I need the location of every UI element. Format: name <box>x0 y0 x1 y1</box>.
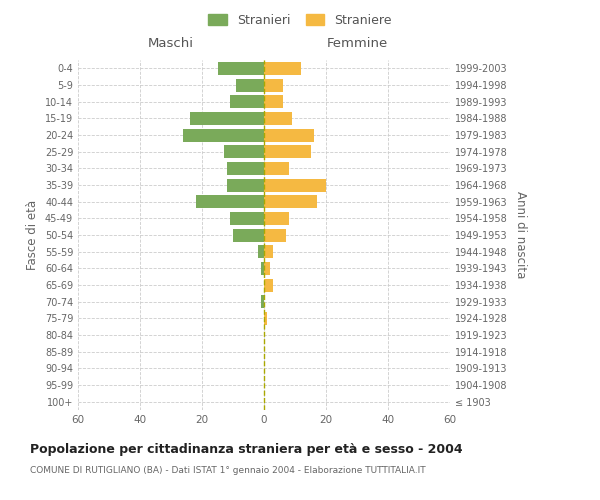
Bar <box>264 178 326 192</box>
Bar <box>264 128 314 141</box>
Bar <box>230 212 264 225</box>
Y-axis label: Fasce di età: Fasce di età <box>26 200 39 270</box>
Y-axis label: Anni di nascita: Anni di nascita <box>514 192 527 278</box>
Text: Maschi: Maschi <box>148 36 194 50</box>
Bar <box>264 112 292 125</box>
Bar <box>264 195 317 208</box>
Bar <box>196 195 264 208</box>
Bar <box>264 245 274 258</box>
Bar <box>227 178 264 192</box>
Bar <box>264 212 289 225</box>
Bar <box>264 95 283 108</box>
Bar <box>236 78 264 92</box>
Bar <box>258 245 264 258</box>
Text: Femmine: Femmine <box>326 36 388 50</box>
Bar <box>184 128 264 141</box>
Bar <box>264 78 283 92</box>
Bar <box>261 295 264 308</box>
Bar <box>264 312 267 325</box>
Bar <box>230 95 264 108</box>
Bar <box>264 262 270 275</box>
Bar <box>264 62 301 75</box>
Bar <box>264 145 311 158</box>
Bar <box>190 112 264 125</box>
Legend: Stranieri, Straniere: Stranieri, Straniere <box>203 8 397 32</box>
Bar <box>233 228 264 241</box>
Bar <box>264 278 274 291</box>
Bar <box>264 228 286 241</box>
Text: COMUNE DI RUTIGLIANO (BA) - Dati ISTAT 1° gennaio 2004 - Elaborazione TUTTITALIA: COMUNE DI RUTIGLIANO (BA) - Dati ISTAT 1… <box>30 466 425 475</box>
Bar <box>224 145 264 158</box>
Bar <box>261 262 264 275</box>
Text: Popolazione per cittadinanza straniera per età e sesso - 2004: Popolazione per cittadinanza straniera p… <box>30 442 463 456</box>
Bar <box>227 162 264 175</box>
Bar <box>264 162 289 175</box>
Bar <box>218 62 264 75</box>
